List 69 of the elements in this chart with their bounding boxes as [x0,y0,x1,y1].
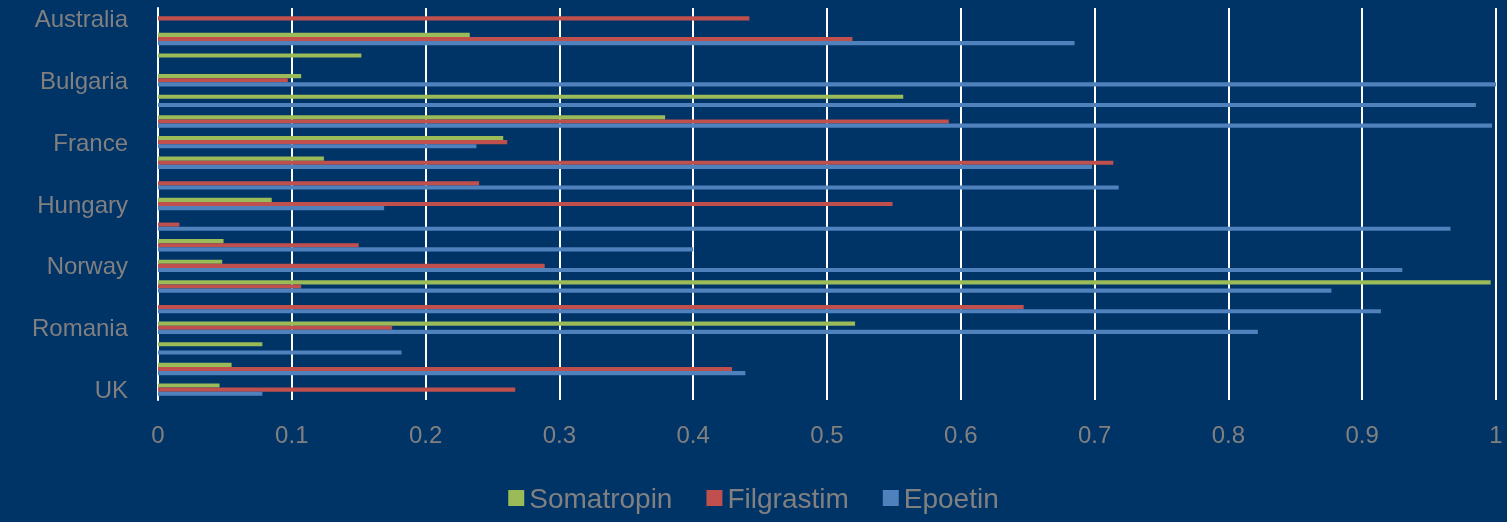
x-tick-label: 1 [1489,420,1503,448]
bar [158,74,302,79]
bar [158,329,1258,334]
bar [158,36,853,42]
bar [158,267,1403,273]
bar [158,119,949,124]
x-tick-label: 0.1 [275,420,309,448]
x-tick-label: 0.4 [676,420,710,448]
bar [158,102,1476,108]
legend-label: Filgrastim [727,482,849,514]
y-tick-label: Hungary [37,190,128,218]
bar [158,387,516,392]
bar [158,239,224,244]
bar [158,140,508,145]
bar [158,362,232,367]
bar [158,321,856,326]
bar [158,164,1092,169]
bar [158,206,385,211]
bar [158,185,1119,190]
y-tick-label: Australia [34,4,129,32]
legend-label: Somatropin [529,482,673,514]
y-tick-label: UK [94,376,128,404]
bar [158,247,694,252]
x-tick-label: 0 [151,420,165,448]
bar [158,197,272,202]
bar [158,305,1024,310]
bar [158,53,362,58]
bar [158,391,263,396]
y-tick-label: Romania [31,314,129,342]
x-tick-label: 0.8 [1211,420,1246,448]
bar [158,222,180,227]
x-tick-label: 0.2 [408,420,443,448]
x-tick-label: 0.6 [944,420,978,448]
y-tick-label: Norway [46,252,128,280]
bar [158,115,666,120]
bar [158,325,393,330]
bar [158,135,504,141]
y-tick-label: France [53,128,128,156]
bar [158,366,732,372]
bar [158,371,746,376]
bar [158,280,1491,285]
bar [158,156,324,161]
bar [158,288,1332,293]
bar [158,82,1496,87]
bar [158,94,904,99]
x-tick-label: 0.7 [1077,420,1112,448]
bar [158,123,1492,128]
legend-label: Epoetin [903,482,999,514]
bar [158,342,263,347]
bar [158,41,1075,46]
x-tick-label: 0.5 [810,420,844,448]
bar [158,259,223,264]
bar [158,263,545,268]
bar [158,181,480,186]
bar [158,226,1451,231]
bar [158,16,750,21]
bar [158,309,1381,314]
bar [158,243,359,248]
bar [158,78,288,83]
bar [158,383,220,388]
bar [158,284,302,289]
bar [158,32,470,37]
bar [158,201,893,207]
bar [158,144,477,149]
y-tick-label: Bulgaria [39,66,129,94]
bar [158,350,402,355]
x-tick-label: 0.3 [542,420,577,448]
x-tick-label: 0.9 [1345,420,1379,448]
bar [158,160,1114,165]
